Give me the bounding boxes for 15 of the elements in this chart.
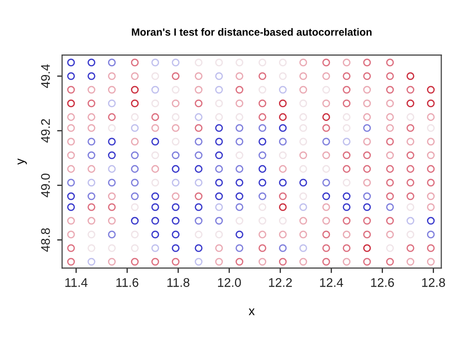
- x-tick-label: 12.8: [422, 278, 446, 287]
- x-tick-label: 12.6: [371, 278, 394, 287]
- y-tick-label: 48.8: [41, 228, 50, 252]
- y-tick-label: 49.2: [41, 119, 50, 143]
- x-tick-label: 12.4: [320, 278, 344, 287]
- y-axis-title: y: [18, 158, 27, 165]
- y-tick-label: 49.4: [41, 64, 50, 88]
- y-tick-label: 49.0: [41, 174, 50, 198]
- x-axis-title: x: [248, 308, 255, 316]
- x-tick-label: 11.6: [116, 278, 138, 287]
- x-tick-label: 12.2: [269, 278, 292, 287]
- x-tick-label: 11.4: [65, 278, 88, 287]
- chart-title: Moran's I test for distance-based autocorrelation: [132, 28, 372, 36]
- x-tick-label: 12.0: [218, 278, 241, 287]
- x-tick-label: 11.8: [167, 278, 190, 287]
